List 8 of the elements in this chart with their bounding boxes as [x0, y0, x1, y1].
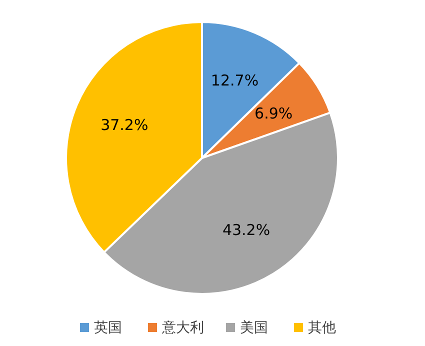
- legend-label: 美国: [240, 320, 268, 336]
- data-label: 43.2%: [222, 220, 270, 239]
- data-label: 37.2%: [100, 116, 148, 134]
- legend-label: 英国: [94, 320, 122, 336]
- legend-label: 意大利: [161, 320, 204, 336]
- data-label: 6.9%: [254, 104, 293, 122]
- legend-label: 其他: [308, 320, 336, 336]
- data-label: 12.7%: [210, 71, 259, 90]
